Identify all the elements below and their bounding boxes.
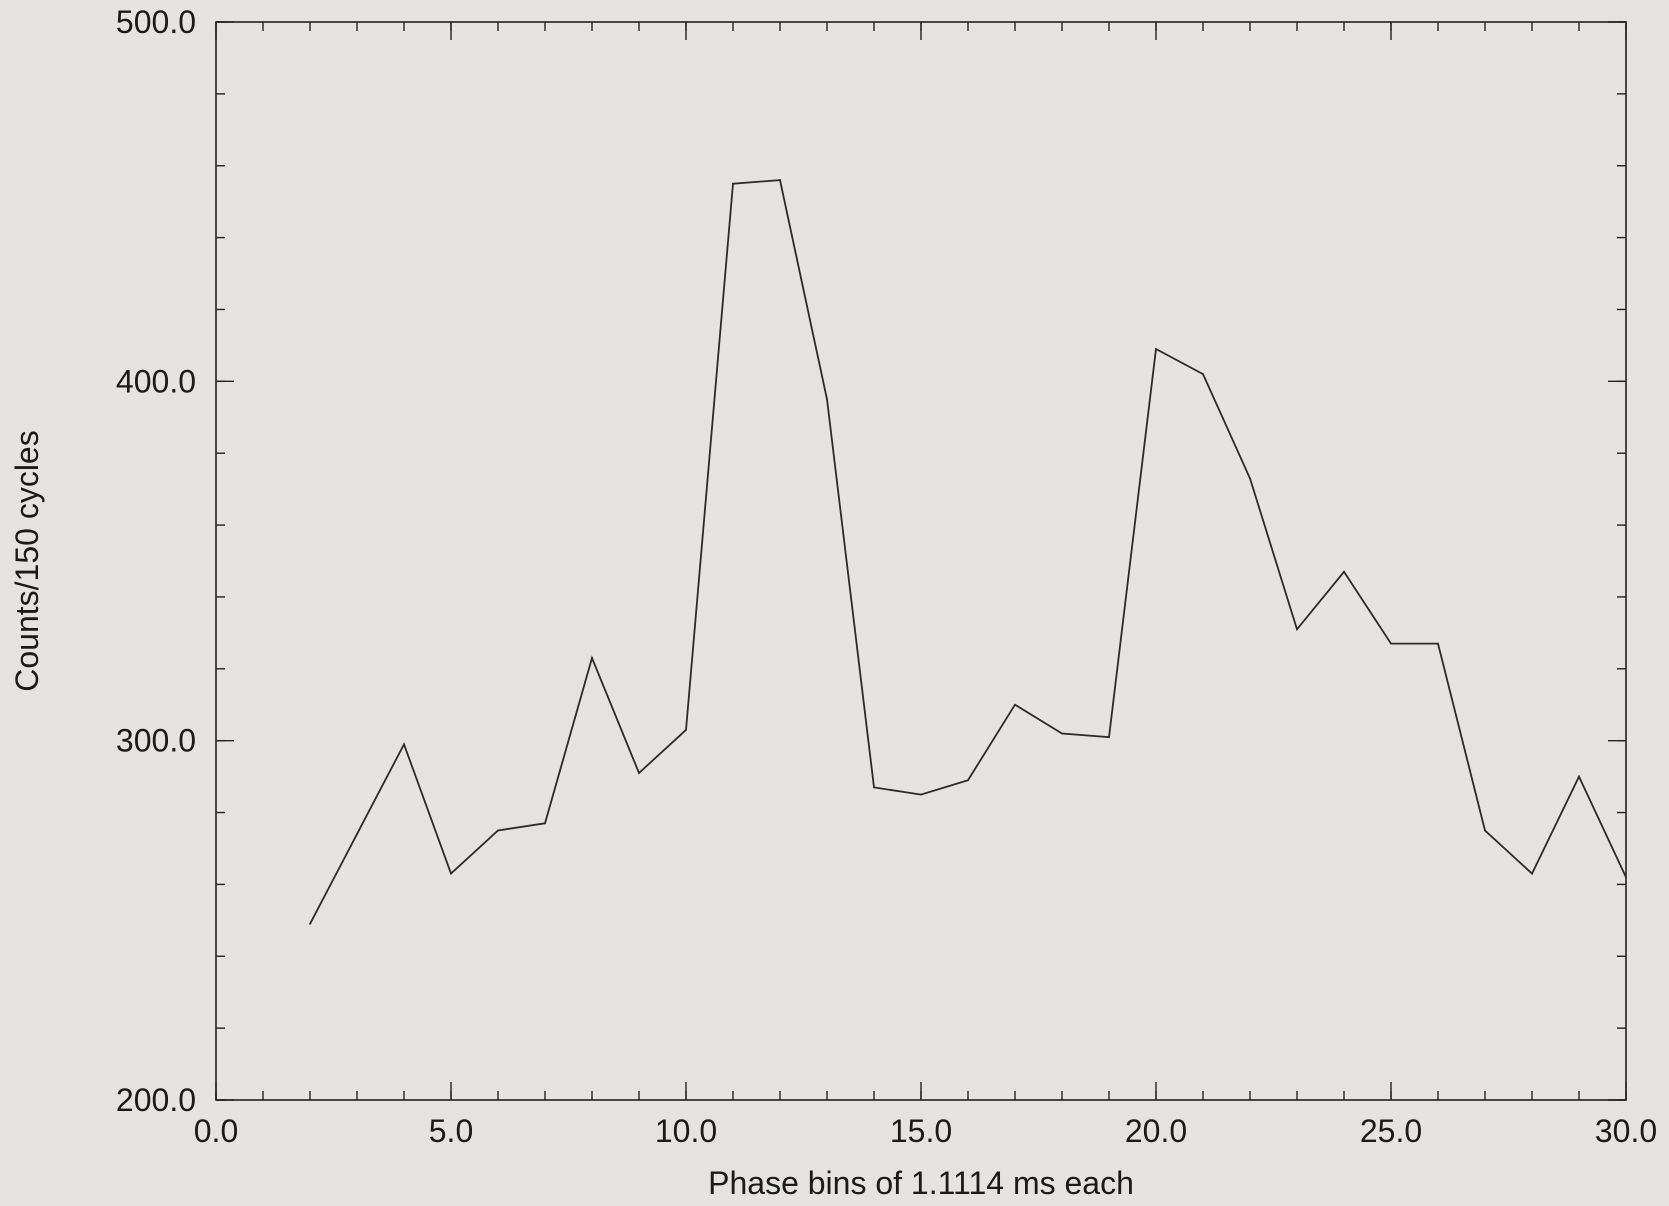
data-point — [544, 822, 546, 825]
x-tick-label: 0.0 — [194, 1113, 238, 1149]
data-point — [497, 829, 499, 832]
x-tick-label: 15.0 — [890, 1113, 952, 1149]
y-tick-label: 300.0 — [116, 723, 196, 759]
x-tick-label: 5.0 — [429, 1113, 473, 1149]
x-tick-label: 20.0 — [1125, 1113, 1187, 1149]
y-tick-label: 200.0 — [116, 1082, 196, 1118]
data-point — [1531, 872, 1533, 875]
data-point — [685, 728, 687, 731]
data-point — [873, 786, 875, 789]
x-tick-label: 10.0 — [655, 1113, 717, 1149]
data-point — [1108, 736, 1110, 738]
series-group — [309, 179, 1627, 925]
series-line — [309, 179, 1627, 925]
data-point — [638, 772, 640, 774]
x-tick-label: 25.0 — [1360, 1113, 1422, 1149]
data-point — [967, 779, 969, 782]
y-tick-label: 500.0 — [116, 4, 196, 40]
data-point — [1249, 477, 1251, 480]
y-tick-labels: 200.0 300.0 400.0 500.0 — [116, 4, 196, 1118]
data-point — [591, 657, 593, 659]
data-point — [356, 833, 358, 835]
x-tick-labels: 0.0 5.0 10.0 15.0 20.0 25.0 30.0 — [194, 1113, 1657, 1149]
plot-frame — [215, 21, 1627, 1101]
data-point — [826, 398, 828, 401]
data-point — [779, 179, 781, 182]
data-point — [1625, 876, 1627, 879]
data-point — [1484, 829, 1486, 832]
data-point — [403, 743, 405, 746]
y-axis-title: Counts/150 cycles — [9, 430, 45, 691]
data-point — [1296, 628, 1298, 631]
data-point — [1390, 642, 1392, 645]
data-point — [309, 923, 311, 925]
minor-ticks — [215, 21, 1627, 1101]
data-point — [732, 182, 734, 185]
data-point — [1014, 703, 1016, 706]
data-point — [920, 793, 922, 796]
data-point — [1155, 348, 1157, 350]
data-point — [1061, 732, 1063, 735]
x-axis-title: Phase bins of 1.1114 ms each — [708, 1165, 1134, 1201]
data-point — [1437, 642, 1439, 645]
major-ticks — [215, 21, 1627, 1101]
y-tick-label: 400.0 — [116, 363, 196, 399]
data-point — [1202, 373, 1204, 376]
data-point — [1578, 775, 1580, 778]
x-tick-label: 30.0 — [1595, 1113, 1657, 1149]
data-point — [450, 872, 452, 875]
data-point — [1343, 570, 1345, 573]
